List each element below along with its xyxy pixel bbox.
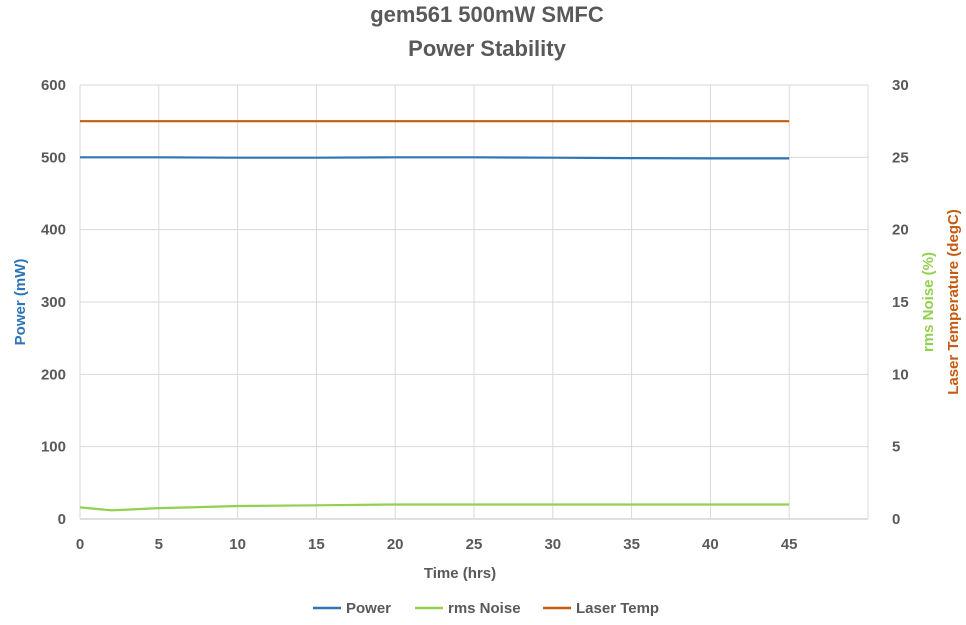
x-tick-label: 30 — [544, 536, 561, 553]
x-tick-label: 5 — [155, 536, 163, 553]
y-tick-label: 400 — [41, 222, 66, 239]
series-line-power — [80, 156, 790, 160]
series-layer — [79, 120, 790, 512]
chart-subtitle: Power Stability — [408, 36, 566, 61]
y2-tick-label: 20 — [892, 222, 909, 239]
y2-tick-label: 0 — [892, 511, 900, 528]
y2-tick-label: 30 — [892, 77, 909, 94]
y-tick-label: 500 — [41, 149, 66, 166]
y2-tick-label: 25 — [892, 149, 909, 166]
x-tick-label: 35 — [623, 536, 640, 553]
series-line-rms-noise — [79, 503, 790, 512]
legend-label: Laser Temp — [576, 600, 659, 617]
legend: Power rms Noise Laser Temp — [313, 600, 659, 617]
x-tick-label: 15 — [308, 536, 325, 553]
y2-tick-label: 10 — [892, 366, 909, 383]
y-axis-title: Power (mW) — [12, 259, 29, 346]
y2-axis-title-noise: rms Noise (%) — [920, 252, 937, 352]
y2-tick-label: 15 — [892, 294, 909, 311]
x-axis-title: Time (hrs) — [424, 565, 496, 582]
x-tick-label: 25 — [466, 536, 483, 553]
x-tick-label: 0 — [76, 536, 84, 553]
legend-label: rms Noise — [448, 600, 521, 617]
x-tick-label: 45 — [781, 536, 798, 553]
y-tick-label: 200 — [41, 366, 66, 383]
y-tick-label: 0 — [58, 511, 66, 528]
y2-axis-title-temp: Laser Temperature (degC) — [945, 209, 962, 395]
x-tick-label: 10 — [229, 536, 246, 553]
y-tick-label: 300 — [41, 294, 66, 311]
gridlines — [79, 84, 869, 520]
y-tick-label: 600 — [41, 77, 66, 94]
y2-tick-label: 5 — [892, 439, 900, 456]
chart-title: gem561 500mW SMFC — [370, 2, 604, 27]
legend-label: Power — [346, 600, 391, 617]
y-tick-label: 100 — [41, 439, 66, 456]
x-tick-label: 20 — [387, 536, 404, 553]
x-tick-label: 40 — [702, 536, 719, 553]
